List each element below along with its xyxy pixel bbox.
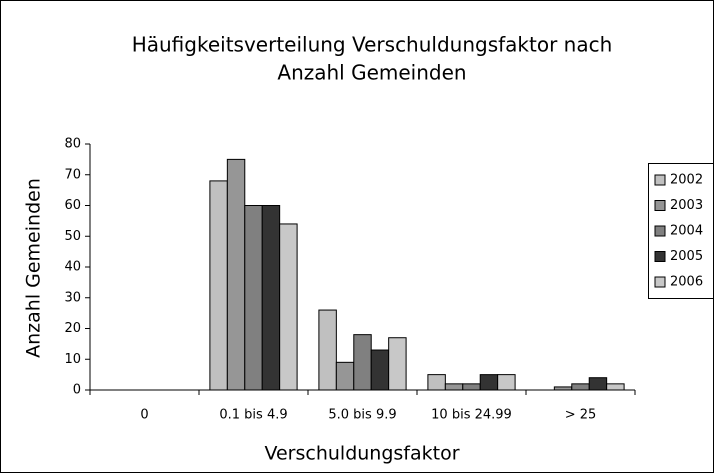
legend-label: 2004: [670, 224, 703, 239]
legend-swatch: [654, 251, 666, 262]
y-tick-label: 50: [64, 229, 81, 244]
bar: [335, 361, 355, 391]
bar: [606, 383, 625, 391]
y-tick-label: 30: [64, 290, 81, 305]
chart-title: Anzahl Gemeinden: [277, 61, 466, 85]
bar: [427, 374, 446, 391]
bar: [244, 205, 263, 391]
bar: [553, 386, 573, 391]
bar: [279, 223, 298, 391]
y-axis-label: Anzahl Gemeinden: [23, 178, 45, 358]
y-tick-label: 40: [64, 260, 81, 275]
bar: [353, 334, 372, 391]
x-tick-label: 0: [140, 408, 148, 423]
bar: [318, 309, 337, 391]
legend-label: 2005: [670, 249, 703, 264]
chart-title: Häufigkeitsverteilung Verschuldungsfakto…: [132, 33, 613, 57]
x-axis-label: Verschuldungsfaktor: [264, 443, 459, 465]
bar: [444, 383, 464, 391]
bar: [261, 205, 281, 391]
legend-swatch: [654, 174, 666, 186]
bar: [226, 158, 246, 391]
legend-label: 2003: [670, 198, 703, 213]
bar: [209, 180, 228, 391]
y-tick-label: 0: [73, 383, 81, 398]
y-tick-label: 10: [64, 352, 81, 367]
bar: [588, 377, 608, 391]
legend-swatch: [654, 225, 666, 237]
legend-label: 2006: [670, 275, 703, 290]
y-tick-label: 20: [64, 321, 81, 336]
x-tick-label: 0.1 bis 4.9: [219, 408, 287, 423]
x-tick-label: 5.0 bis 9.9: [328, 408, 396, 423]
y-tick-label: 80: [64, 137, 81, 152]
legend-label: 2002: [670, 173, 703, 188]
x-tick-label: 10 bis 24.99: [431, 408, 512, 423]
y-tick-label: 70: [64, 167, 81, 182]
legend-swatch: [654, 200, 666, 211]
bar: [370, 349, 390, 391]
bar: [462, 383, 481, 391]
legend-swatch: [654, 276, 666, 288]
y-tick-label: 60: [64, 198, 81, 213]
bar: [497, 374, 516, 391]
bar: [479, 374, 499, 391]
bar: [388, 337, 407, 391]
bar: [571, 383, 590, 391]
x-tick-label: > 25: [565, 408, 597, 423]
